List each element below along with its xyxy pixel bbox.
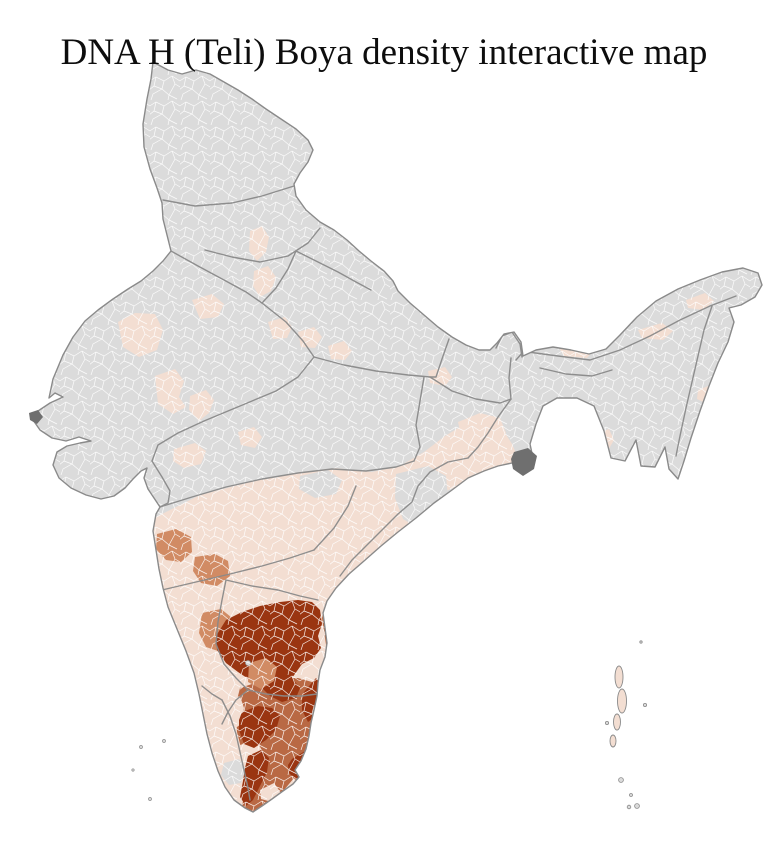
- district-mesh-overlay: [33, 62, 762, 812]
- state-borders: [151, 185, 737, 801]
- region-sundarbans-delta[interactable]: [511, 448, 537, 476]
- region-kutch-creeks[interactable]: [29, 410, 43, 424]
- region-nicobar-islets[interactable]: [605, 640, 648, 810]
- region-andaman-islands[interactable]: [609, 665, 627, 748]
- region-lakshadweep-islands[interactable]: [131, 739, 166, 801]
- page-title: DNA H (Teli) Boya density interactive ma…: [60, 31, 708, 73]
